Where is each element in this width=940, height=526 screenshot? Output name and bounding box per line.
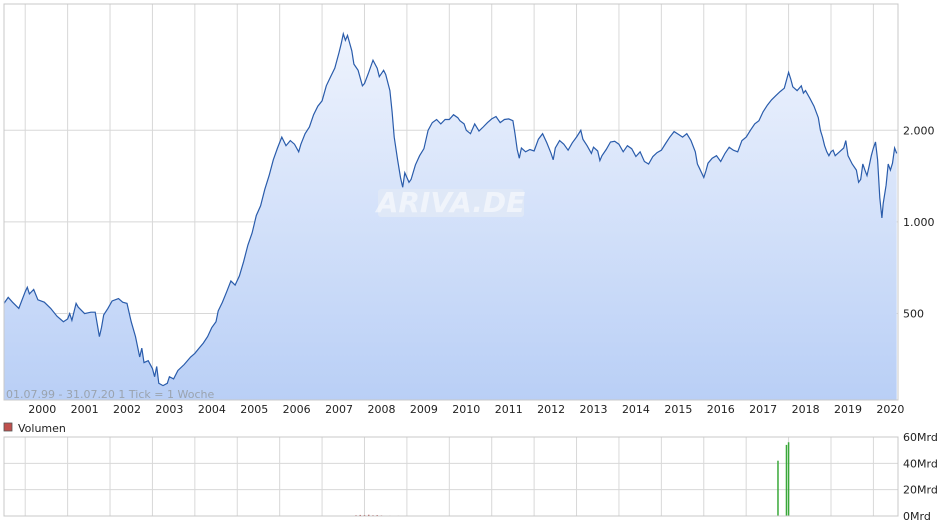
main-frame — [3, 3, 899, 401]
volume-legend-swatch — [3, 422, 13, 432]
volume-bars — [355, 442, 790, 516]
x-tick-label: 2000 — [28, 403, 56, 416]
volume-y-tick-label: 60Mrd — [903, 431, 938, 444]
x-tick-label: 2013 — [580, 403, 608, 416]
volume-y-tick-label: 20Mrd — [903, 484, 938, 497]
price-line — [3, 31, 898, 387]
x-tick-label: 2020 — [876, 403, 904, 416]
x-tick-label: 2001 — [71, 403, 99, 416]
volume-bar — [777, 460, 779, 516]
volume-grid — [4, 436, 898, 517]
x-tick-label: 2006 — [283, 403, 311, 416]
x-tick-label: 2017 — [749, 403, 777, 416]
volume-y-tick-label: 0Mrd — [903, 510, 931, 523]
x-tick-label: 2009 — [410, 403, 438, 416]
y-axis-labels: 500 1.000 2.000 — [903, 124, 935, 320]
x-tick-label: 2002 — [113, 403, 141, 416]
volume-y-tick-label: 40Mrd — [903, 457, 938, 470]
x-tick-label: 2018 — [792, 403, 820, 416]
watermark: ARIVA.DE — [375, 186, 526, 219]
volume-y-labels: 0Mrd 20Mrd 40Mrd 60Mrd — [903, 431, 938, 523]
x-tick-label: 2015 — [664, 403, 692, 416]
x-tick-label: 2005 — [240, 403, 268, 416]
y-tick-label: 500 — [903, 308, 924, 321]
x-tick-label: 2019 — [834, 403, 862, 416]
y-tick-label: 2.000 — [903, 124, 935, 137]
x-tick-label: 2008 — [367, 403, 395, 416]
volume-plot-border — [3, 436, 899, 517]
x-tick-label: 2016 — [707, 403, 735, 416]
x-tick-label: 2007 — [325, 403, 353, 416]
main-plot-border — [3, 3, 899, 401]
x-axis-labels: 2000 2001 2002 2003 2004 2005 2006 2007 2008 2009… — [28, 403, 904, 416]
x-tick-label: 2004 — [198, 403, 226, 416]
x-tick-label: 2010 — [452, 403, 480, 416]
date-range-footnote: 01.07.99 - 31.07.20 1 Tick = 1 Woche — [6, 388, 214, 401]
volume-legend: Volumen — [3, 422, 66, 435]
volume-bar — [785, 444, 788, 516]
y-tick-label: 1.000 — [903, 216, 935, 229]
volume-legend-label: Volumen — [18, 422, 66, 435]
volume-bar — [367, 514, 370, 516]
x-tick-label: 2003 — [155, 403, 183, 416]
x-tick-label: 2011 — [495, 403, 523, 416]
volume-bar — [787, 442, 790, 516]
watermark-text: ARIVA.DE — [375, 186, 526, 219]
x-tick-label: 2012 — [537, 403, 565, 416]
volume-bar — [359, 514, 361, 516]
volume-frame — [3, 436, 899, 517]
x-tick-label: 2014 — [622, 403, 650, 416]
